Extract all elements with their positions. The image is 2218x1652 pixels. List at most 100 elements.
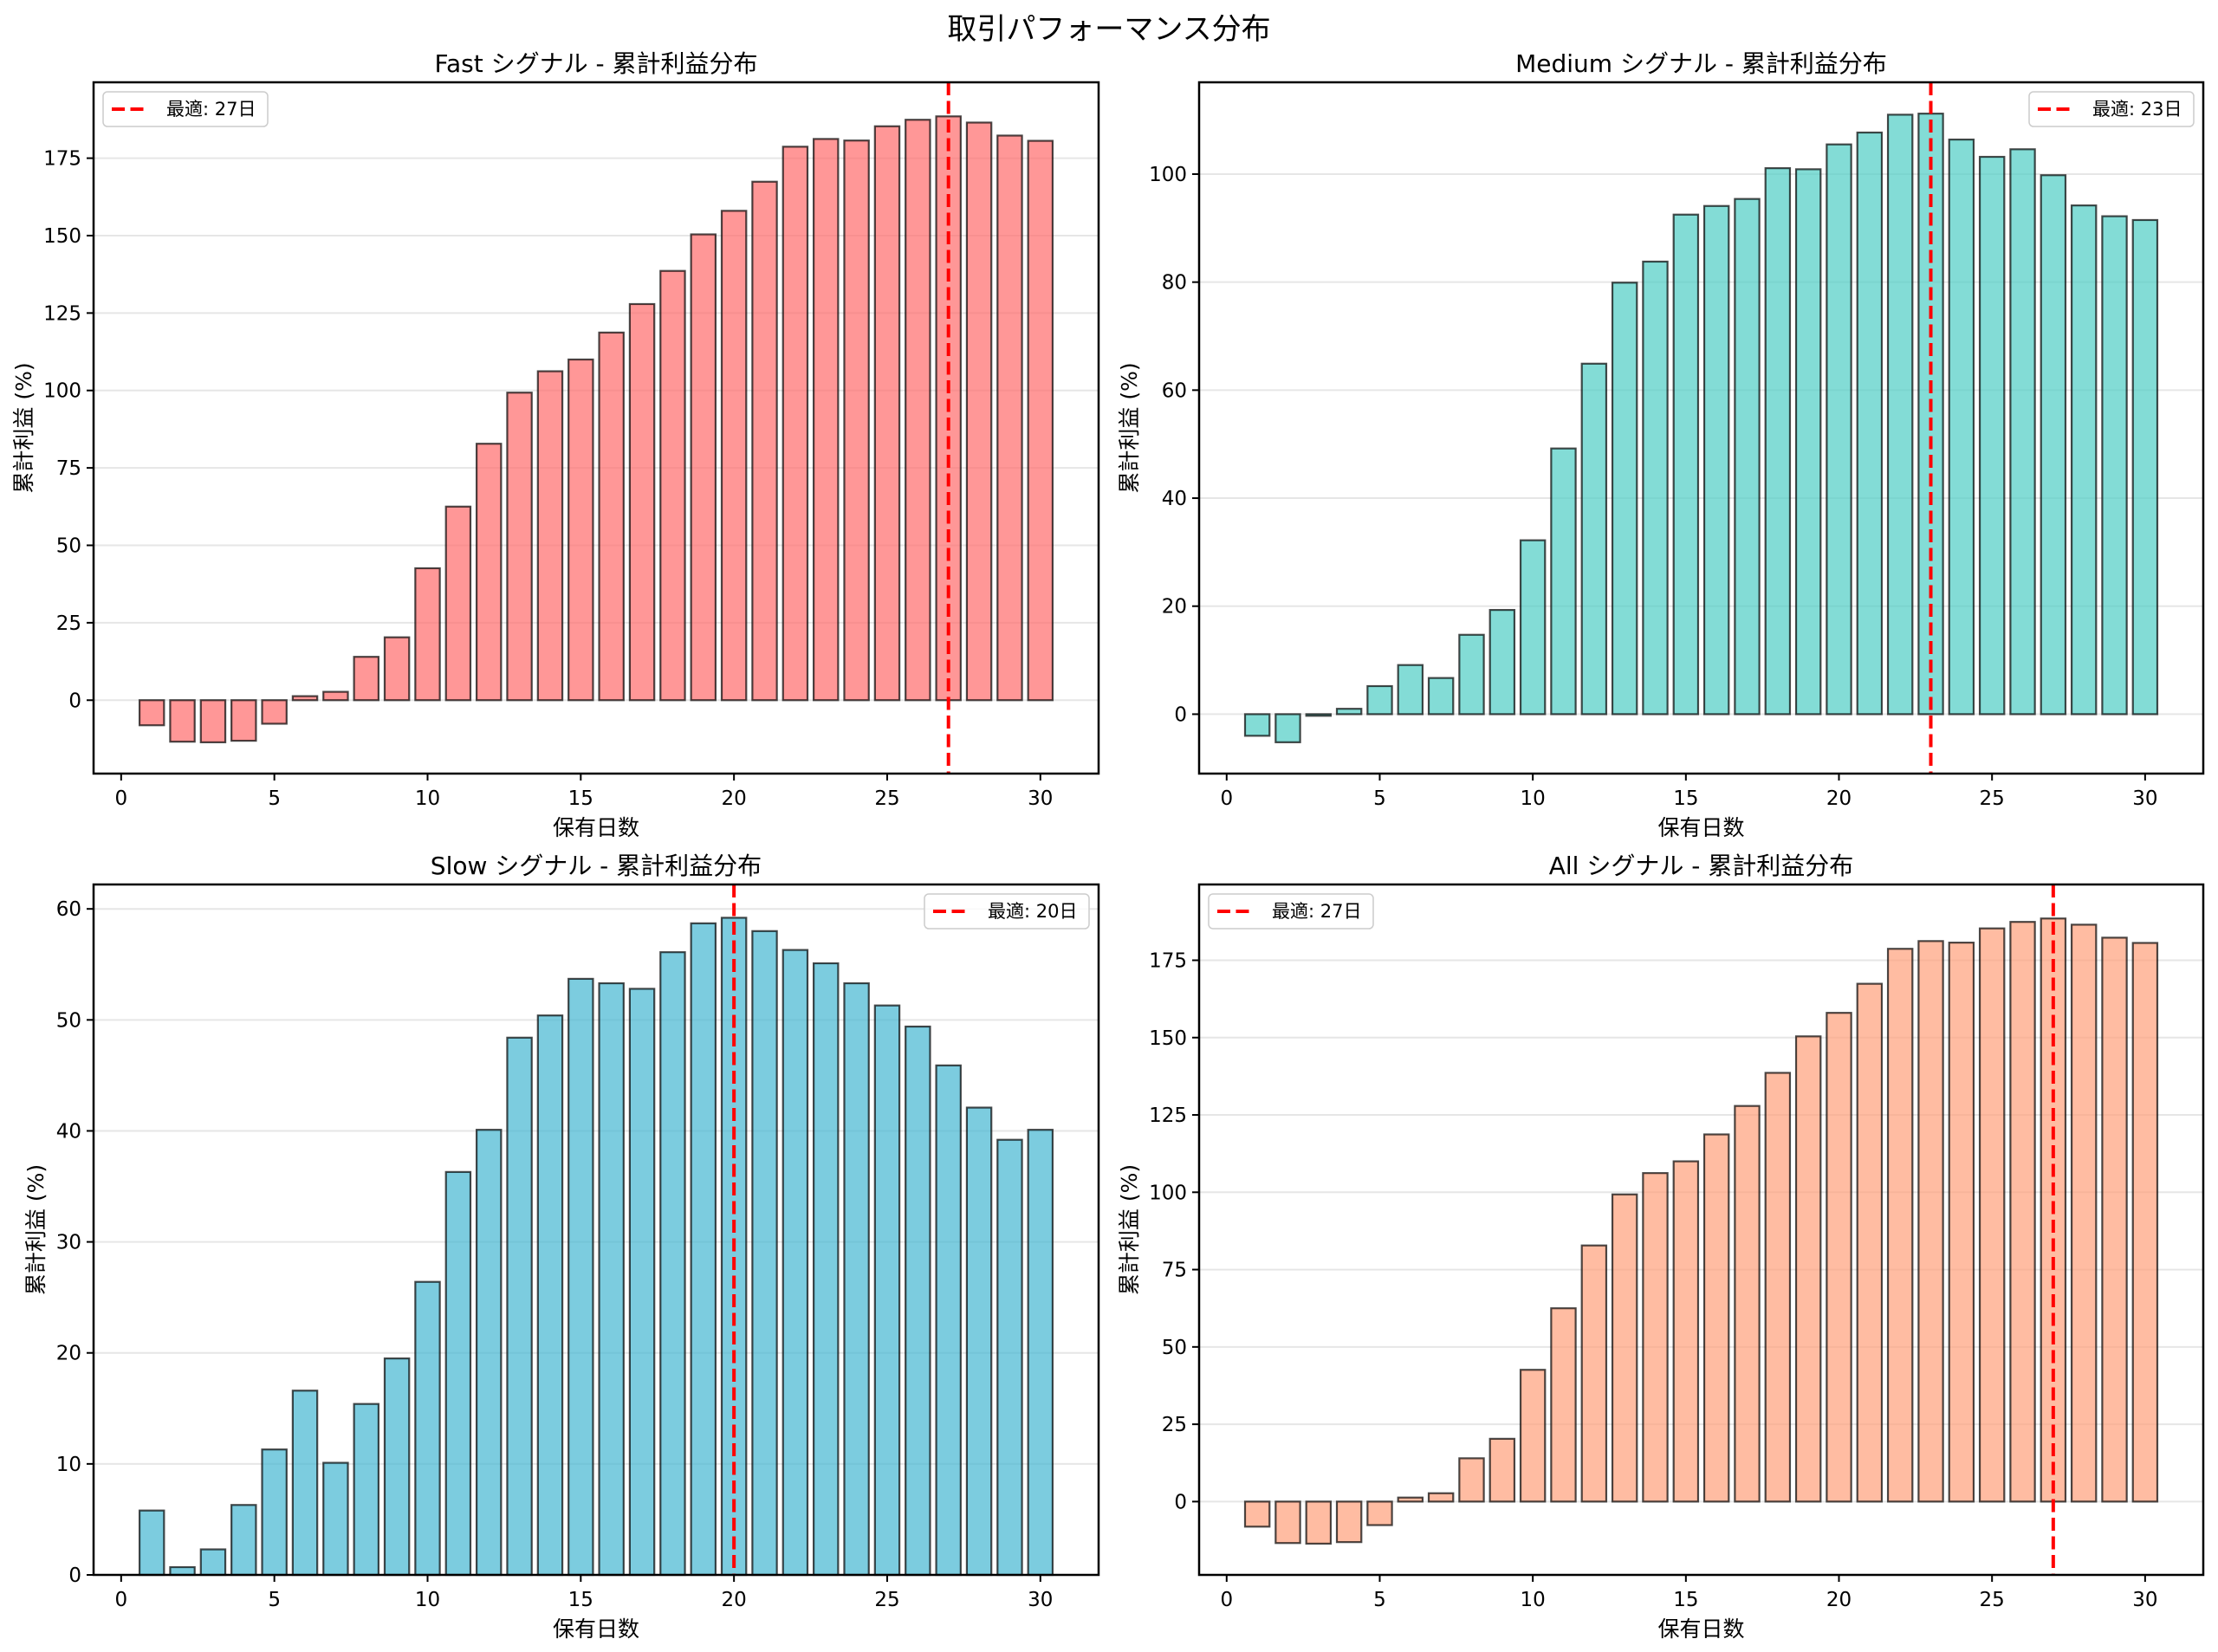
y-tick-label: 40 (1162, 488, 1187, 510)
bar-day-27 (935, 1064, 962, 1577)
bar-day-2 (1274, 1500, 1301, 1545)
bar-day-25 (873, 1004, 901, 1577)
legend: 最適: 27日 (1208, 893, 1374, 930)
bar-day-6 (291, 1390, 319, 1577)
bar-day-10 (414, 567, 441, 702)
y-axis-label: 累計利益 (%) (11, 362, 36, 493)
x-tick-label: 20 (722, 787, 747, 810)
legend-box (102, 91, 269, 127)
x-tick-label: 15 (568, 787, 593, 810)
bar-day-13 (506, 392, 533, 702)
bar-day-26 (2009, 148, 2036, 716)
bar-day-11 (1550, 447, 1577, 716)
bar-day-6 (291, 695, 319, 702)
chart-panel-slow: 0 10 20 30 40 50 60 0 5 10 15 20 25 30 Slow シグナル - 累計利… (23, 852, 1100, 1642)
bar-day-30 (2131, 218, 2159, 716)
x-tick-label: 20 (1826, 1589, 1852, 1611)
bar-day-25 (1978, 155, 2006, 716)
bar-day-13 (1611, 1193, 1638, 1503)
x-tick-label: 25 (1980, 787, 2005, 810)
bar-day-19 (1794, 1035, 1822, 1503)
bar-day-17 (1734, 1105, 1761, 1503)
y-tick-label: 10 (56, 1454, 81, 1476)
axes-frame (1197, 81, 2205, 775)
bar-day-12 (475, 1129, 503, 1577)
bar-day-5 (261, 699, 288, 725)
bar-day-29 (996, 1138, 1023, 1577)
bar-day-22 (1886, 948, 1914, 1503)
bar-day-23 (1917, 940, 1944, 1503)
bar-day-5 (1366, 684, 1393, 716)
y-tick-label: 0 (1174, 1491, 1187, 1513)
legend: 最適: 20日 (924, 893, 1090, 930)
bar-day-16 (1702, 1133, 1730, 1503)
axes-frame (92, 883, 1100, 1577)
bar-day-17 (628, 988, 656, 1577)
figure-title: 取引パフォーマンス分布 (947, 12, 1271, 47)
y-tick-label: 0 (1174, 703, 1187, 726)
bar-day-8 (353, 1403, 380, 1577)
bar-day-4 (1335, 708, 1363, 716)
bar-day-10 (1519, 1369, 1547, 1503)
bar-day-7 (1427, 1492, 1455, 1503)
x-tick-label: 30 (1028, 787, 1053, 810)
legend-label: 最適: 27日 (1272, 901, 1361, 922)
bar-day-23 (812, 962, 840, 1577)
bar-day-6 (1397, 664, 1424, 716)
bar-day-10 (1519, 539, 1547, 716)
chart-panel-medium: 0 20 40 60 80 100 0 5 10 15 20 25 30 Medium シグナル - 累計… (1117, 49, 2205, 840)
bar-day-3 (199, 699, 227, 743)
bar-day-11 (1550, 1307, 1577, 1503)
bar-day-9 (1488, 1437, 1516, 1503)
y-tick-label: 175 (43, 148, 81, 171)
axes-frame (92, 81, 1100, 775)
x-axis-label: 保有日数 (1657, 815, 1744, 840)
bar-day-16 (1702, 204, 1730, 716)
x-tick-label: 25 (874, 1589, 899, 1611)
bar-day-26 (905, 1025, 931, 1577)
x-axis-label: 保有日数 (1657, 1616, 1744, 1642)
legend: 最適: 27日 (102, 91, 269, 127)
chart-panel-fast: 0 25 50 75 100 125 150 175 0 5 10 15 20 25 30 Fast シグナル… (11, 49, 1100, 840)
bar-day-24 (843, 139, 870, 702)
bar-day-30 (1027, 1129, 1054, 1577)
bar-day-14 (1642, 260, 1669, 716)
bar-day-19 (690, 922, 717, 1577)
axes-frame (1197, 883, 2205, 1577)
bar-day-14 (1642, 1172, 1669, 1503)
y-tick-label: 25 (1162, 1414, 1187, 1436)
x-tick-label: 30 (2132, 787, 2157, 810)
bar-day-2 (169, 699, 196, 743)
bar-day-2 (169, 1565, 196, 1577)
bar-day-15 (567, 977, 594, 1577)
x-tick-label: 25 (874, 787, 899, 810)
y-tick-label: 0 (68, 1565, 81, 1587)
legend: 最適: 23日 (2028, 91, 2195, 127)
x-tick-label: 5 (1373, 787, 1386, 810)
bar-day-29 (996, 134, 1023, 702)
x-axis-label: 保有日数 (553, 815, 639, 840)
bar-day-11 (444, 505, 472, 702)
bar-day-10 (414, 1280, 441, 1577)
bar-day-9 (1488, 608, 1516, 716)
bar-day-22 (1886, 113, 1914, 716)
y-tick-label: 50 (56, 535, 81, 558)
x-tick-label: 30 (1028, 1589, 1053, 1611)
bar-day-13 (1611, 282, 1638, 716)
bar-day-6 (1397, 1496, 1424, 1503)
x-tick-label: 20 (1826, 787, 1852, 810)
bar-day-18 (659, 951, 686, 1577)
chart-title: All シグナル - 累計利益分布 (1549, 852, 1854, 880)
legend-box (1208, 893, 1374, 930)
x-tick-label: 10 (415, 787, 440, 810)
bar-day-20 (720, 210, 748, 702)
x-tick-label: 15 (1673, 1589, 1698, 1611)
y-tick-label: 100 (43, 380, 81, 403)
x-tick-label: 20 (722, 1589, 747, 1611)
chart-title: Slow シグナル - 累計利益分布 (431, 852, 762, 880)
bar-day-18 (659, 269, 686, 702)
bar-day-18 (1764, 1072, 1792, 1503)
y-tick-label: 25 (56, 612, 81, 635)
bar-day-13 (506, 1036, 533, 1577)
bar-day-3 (199, 1548, 227, 1577)
